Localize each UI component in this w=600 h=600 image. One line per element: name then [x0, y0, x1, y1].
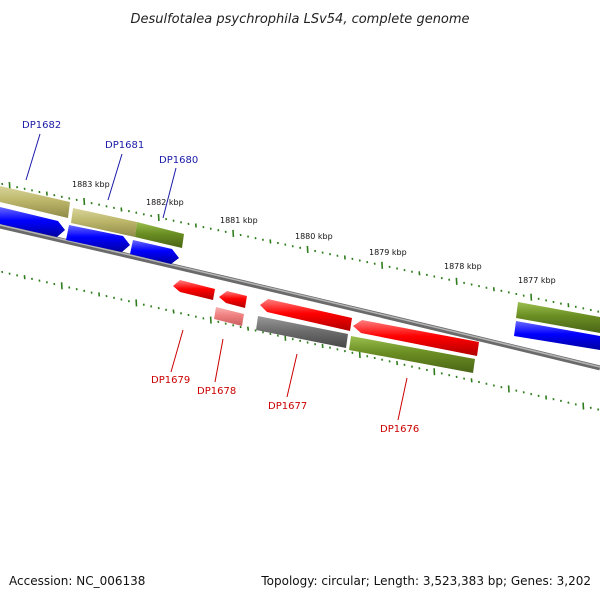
scale-label-1880: 1880 kbp [295, 232, 333, 241]
scale-tick [247, 326, 250, 331]
scale-tick [68, 197, 71, 200]
cds-forward-right[interactable] [514, 321, 600, 350]
scale-label-1881: 1881 kbp [220, 216, 258, 225]
cds-reverse-dp1676[interactable] [353, 320, 479, 356]
gene-label-dp1682[interactable]: DP1682 [22, 120, 61, 131]
scale-label-1882: 1882 kbp [146, 198, 184, 207]
reverse-features [173, 280, 479, 373]
feature-olive-right[interactable] [516, 302, 600, 333]
scale-label-1878: 1878 kbp [444, 262, 482, 271]
genome-backbone [0, 223, 600, 371]
scale-label-1877: 1877 kbp [518, 276, 556, 285]
cds-forward-dp1681[interactable] [66, 225, 130, 252]
scale-ticks-inner [1, 270, 600, 411]
gene-label-dp1679[interactable]: DP1679 [151, 375, 190, 386]
feature-khaki-dp1681[interactable] [71, 208, 137, 237]
cds-reverse-dp1679[interactable] [173, 280, 215, 300]
leader-dp1682 [25, 133, 41, 181]
leader-dp1676 [397, 377, 408, 421]
gene-label-dp1681[interactable]: DP1681 [105, 140, 144, 151]
scale-tick [172, 309, 175, 314]
scale-tick [172, 219, 175, 222]
forward-features [0, 186, 600, 350]
scale-ticks-outer [1, 182, 600, 313]
gene-label-dp1677[interactable]: DP1677 [268, 401, 307, 412]
feature-khaki-dp1682[interactable] [0, 186, 70, 218]
genome-summary-text: Topology: circular; Length: 3,523,383 bp… [261, 574, 591, 588]
cds-reverse-dp1678[interactable] [219, 291, 247, 308]
feature-gray-dp1677[interactable] [256, 316, 348, 348]
scale-label-1883: 1883 kbp [72, 180, 110, 189]
gene-label-dp1678[interactable]: DP1678 [197, 386, 236, 397]
scale-label-1879: 1879 kbp [369, 248, 407, 257]
accession-text: Accession: NC_006138 [9, 574, 146, 588]
leader-dp1681 [107, 153, 123, 201]
gene-label-dp1676[interactable]: DP1676 [380, 424, 419, 435]
leader-dp1679 [170, 329, 184, 373]
scale-tick [68, 286, 71, 289]
leader-dp1677 [286, 353, 298, 398]
map-title: Desulfotalea psychrophila LSv54, complet… [130, 12, 469, 27]
leader-dp1678 [214, 338, 224, 383]
scale-tick [247, 235, 250, 238]
leader-dp1680 [162, 167, 177, 219]
gene-label-dp1680[interactable]: DP1680 [159, 155, 198, 166]
cds-reverse-dp1677[interactable] [260, 299, 352, 331]
cds-forward-dp1682[interactable] [0, 207, 65, 237]
genome-backbone-highlight [0, 224, 600, 368]
feature-pink-dp1678[interactable] [214, 307, 244, 326]
feature-olive-dp1680[interactable] [135, 222, 184, 248]
feature-olive-dp1676[interactable] [349, 336, 475, 373]
cds-forward-dp1680[interactable] [130, 240, 179, 264]
